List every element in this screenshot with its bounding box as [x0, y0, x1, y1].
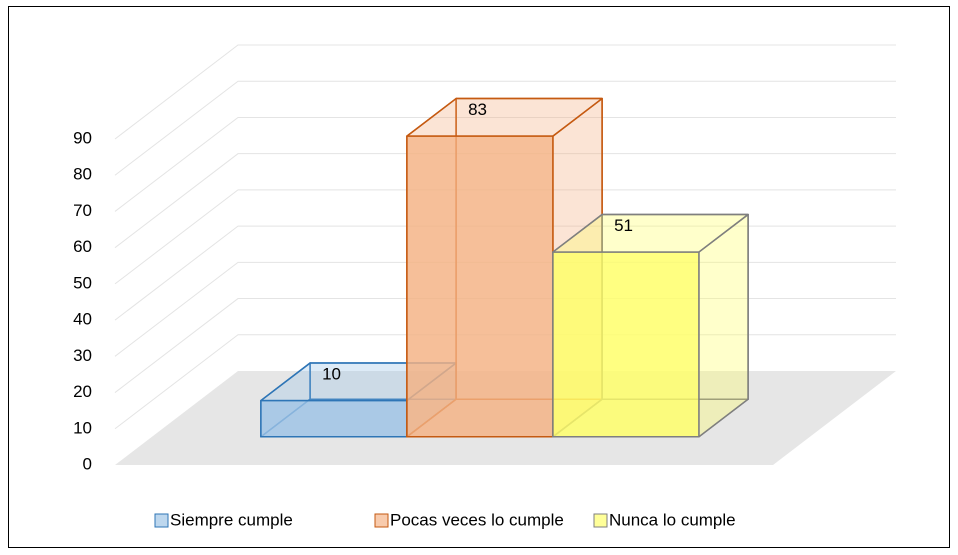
y-tick-label: 10 — [73, 418, 92, 437]
legend-label: Nunca lo cumple — [609, 510, 736, 529]
bar — [552, 251, 700, 438]
bar-side — [698, 213, 749, 438]
data-label: 83 — [468, 100, 487, 119]
data-label: 51 — [614, 216, 633, 235]
data-label: 10 — [322, 364, 341, 383]
bar-3d — [552, 213, 749, 438]
grid-line — [114, 153, 896, 249]
y-tick-label: 20 — [73, 382, 92, 401]
legend-swatch — [593, 513, 608, 528]
legend-label: Pocas veces lo cumple — [390, 510, 564, 529]
y-tick-label: 60 — [73, 237, 92, 256]
y-tick-label: 50 — [73, 273, 92, 292]
grid-line — [114, 44, 896, 140]
legend-label: Siempre cumple — [170, 510, 293, 529]
grid-line — [114, 116, 896, 212]
y-tick-label: 40 — [73, 310, 92, 329]
legend-swatch — [154, 513, 169, 528]
y-tick-label: 0 — [83, 454, 92, 473]
grid-line — [114, 225, 896, 321]
y-tick-label: 30 — [73, 346, 92, 365]
grid-line — [114, 80, 896, 176]
y-tick-label: 80 — [73, 165, 92, 184]
y-tick-label: 70 — [73, 201, 92, 220]
grid-line — [114, 189, 896, 285]
y-tick-label: 90 — [73, 128, 92, 147]
legend-swatch — [374, 513, 389, 528]
bar — [406, 135, 554, 438]
bar — [260, 399, 408, 438]
